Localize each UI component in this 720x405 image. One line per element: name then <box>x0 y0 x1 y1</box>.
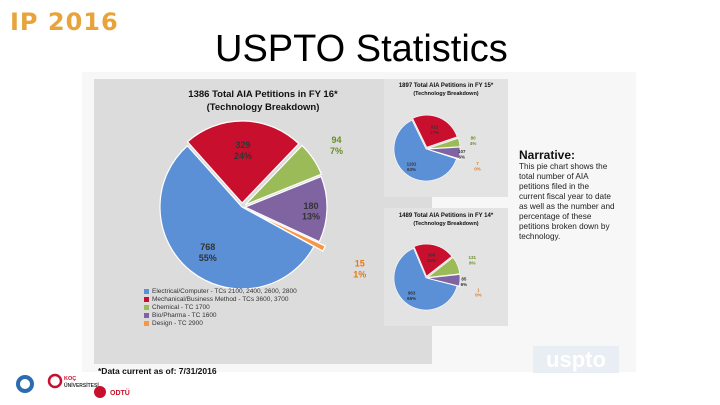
slice-percent-label: 21% <box>427 258 436 263</box>
pie-slice <box>429 278 462 288</box>
slice-percent-label: 0% <box>475 293 482 298</box>
pie-slice <box>393 248 458 311</box>
slice-percent-label: 9% <box>469 260 476 265</box>
legend-swatch <box>144 320 149 326</box>
slice-value-label: 107 <box>458 149 466 154</box>
slice-percent-label: 7% <box>330 146 343 156</box>
slice-percent-label: 4% <box>470 141 477 146</box>
footnote: *Data current as of: 7/31/2016 <box>98 366 217 376</box>
slice-percent-label: 24% <box>234 151 252 161</box>
chart-legend: Electrical/Computer - TCs 2100, 2400, 26… <box>144 288 297 328</box>
slice-percent-label: 6% <box>461 282 468 287</box>
odtu-logo-icon <box>94 386 106 398</box>
slice-value-label: 309 <box>428 253 436 258</box>
slice-percent-label: 55% <box>199 253 217 263</box>
legend-item: Design - TC 2900 <box>144 320 297 328</box>
legend-label: Mechanical/Business Method - TCs 3600, 3… <box>152 296 289 303</box>
slice-percent-label: 63% <box>407 167 416 172</box>
koc-logo-line2: ÜNİVERSİTESİ <box>64 382 99 389</box>
fy15-subtitle: (Technology Breakdown) <box>413 91 479 97</box>
main-chart-panel: 1386 Total AIA Petitions in FY 16* (Tech… <box>94 79 432 364</box>
brand-logo: IP 2016 <box>10 8 119 36</box>
legend-item: Electrical/Computer - TCs 2100, 2400, 26… <box>144 288 297 296</box>
slice-value-label: 85 <box>461 277 467 282</box>
pie-slice <box>250 210 327 252</box>
legend-label: Chemical - TC 1700 <box>152 304 210 311</box>
narrative-box: Narrative: This pie chart shows the tota… <box>519 148 615 242</box>
page-title: USPTO Statistics <box>215 28 508 70</box>
pie-slice <box>413 243 453 277</box>
narrative-text: This pie chart shows the total number of… <box>519 162 615 241</box>
fy14-subtitle: (Technology Breakdown) <box>413 221 479 227</box>
slice-value-label: 512 <box>431 125 439 130</box>
slice-value-label: 80 <box>471 136 477 141</box>
legend-swatch <box>144 304 149 310</box>
pie-slice <box>244 144 323 206</box>
legend-item: Bio/Pharma - TC 1600 <box>144 312 297 320</box>
slice-value-label: 1191 <box>407 162 417 167</box>
slice-percent-label: 0% <box>474 166 481 171</box>
fy14-title: 1489 Total AIA Petitions in FY 14* <box>398 213 494 219</box>
slice-value-label: 963 <box>408 291 416 296</box>
slice-percent-label: 6% <box>459 154 466 159</box>
pie-slice <box>429 149 461 161</box>
main-chart-subtitle: (Technology Breakdown) <box>206 102 320 113</box>
slice-value-label: 15 <box>355 259 365 269</box>
uspto-watermark: uspto <box>533 346 619 373</box>
pie-slice <box>243 175 328 243</box>
koc-logo-icon <box>47 373 63 389</box>
slice-percent-label: 27% <box>430 130 439 135</box>
legend-item: Chemical - TC 1700 <box>144 304 297 312</box>
main-chart-title: 1386 Total AIA Petitions in FY 16* <box>188 89 338 100</box>
pie-slice <box>427 274 461 287</box>
pie-slice <box>427 137 461 149</box>
slide-image: 1386 Total AIA Petitions in FY 16* (Tech… <box>82 72 636 372</box>
slice-value-label: 768 <box>200 242 215 252</box>
slice-value-label: 180 <box>303 201 318 211</box>
koc-logo-line1: KOÇ <box>64 376 76 382</box>
slice-percent-label: 1% <box>353 269 366 279</box>
slice-value-label: 1 <box>477 287 480 292</box>
slice-value-label: 329 <box>236 140 251 150</box>
pie-slice <box>393 119 457 182</box>
legend-item: Mechanical/Business Method - TCs 3600, 3… <box>144 296 297 304</box>
legend-label: Design - TC 2900 <box>152 320 203 327</box>
legend-swatch <box>144 296 149 302</box>
narrative-heading: Narrative: <box>519 148 576 162</box>
pie-slice <box>426 257 460 278</box>
legend-swatch <box>144 288 149 294</box>
slice-percent-label: 65% <box>407 296 416 301</box>
pie-slice <box>159 144 315 289</box>
slice-value-label: 94 <box>331 135 341 145</box>
pie-slice <box>412 114 458 148</box>
legend-label: Electrical/Computer - TCs 2100, 2400, 26… <box>152 288 297 295</box>
logo-marks: KOÇ ÜNİVERSİTESİ ODTÜ <box>16 373 130 398</box>
odtu-logo-text: ODTÜ <box>110 388 130 397</box>
fy14-chart-panel: 1489 Total AIA Petitions in FY 14* (Tech… <box>384 208 508 326</box>
legend-label: Bio/Pharma - TC 1600 <box>152 312 217 319</box>
slice-value-label: 131 <box>469 255 477 260</box>
pie-slice <box>186 120 300 204</box>
legend-swatch <box>144 312 149 318</box>
fy15-chart-panel: 1897 Total AIA Petitions in FY 15* (Tech… <box>384 79 508 197</box>
slice-percent-label: 13% <box>302 212 320 222</box>
pie-slice <box>427 146 461 159</box>
slice-value-label: 7 <box>476 161 479 166</box>
fy15-title: 1897 Total AIA Petitions in FY 15* <box>398 83 494 89</box>
partner-logos: KOÇ ÜNİVERSİTESİ ODTÜ <box>8 372 138 400</box>
